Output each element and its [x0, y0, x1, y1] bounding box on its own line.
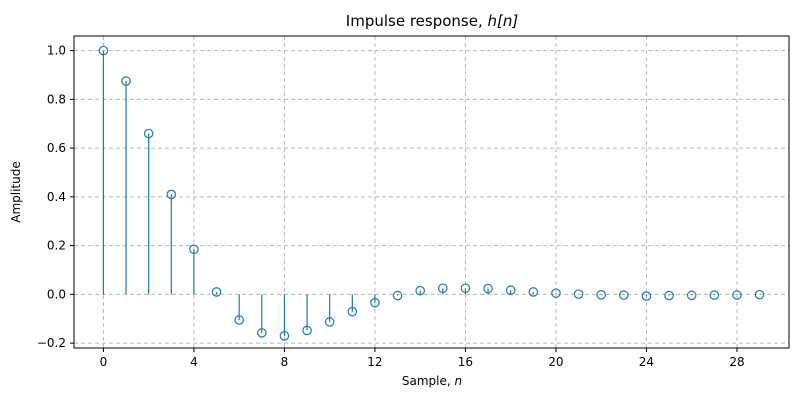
stem-marker	[415, 285, 425, 296]
x-tick-label: 20	[548, 355, 563, 369]
stem-marker	[709, 290, 720, 300]
stem-marker	[460, 283, 471, 294]
stem-marker	[211, 287, 222, 297]
stem-marker	[302, 325, 312, 336]
stem-marker	[98, 45, 109, 56]
axis-ticks: 0 4 8 12 16 20 24 28 −0.2 0.0 0.2 0.4 0.6 0.8 1.0	[37, 44, 745, 369]
stem-marker	[732, 290, 742, 300]
x-axis-label: Sample, n	[402, 374, 462, 388]
y-axis-label: Amplitude	[9, 161, 23, 223]
stem-series	[98, 45, 765, 341]
stem-marker	[528, 287, 539, 297]
y-tick-label: 0.4	[47, 190, 66, 204]
stem-marker	[279, 331, 290, 341]
y-tick-label: 1.0	[47, 44, 66, 58]
stem-marker	[347, 306, 358, 317]
stem-marker	[641, 291, 652, 301]
stem-marker	[143, 128, 154, 139]
stem-marker	[686, 290, 697, 301]
x-tick-label: 12	[367, 355, 382, 369]
y-tick-label: 0.0	[47, 287, 66, 301]
y-tick-label: −0.2	[37, 336, 66, 350]
x-tick-label: 24	[639, 355, 654, 369]
x-tick-label: 8	[281, 355, 289, 369]
stem-marker	[573, 289, 584, 299]
stem-marker	[754, 289, 765, 300]
x-tick-label: 16	[458, 355, 473, 369]
grid-lines	[74, 36, 789, 348]
y-tick-label: 0.2	[47, 239, 66, 253]
x-tick-label: 0	[100, 355, 108, 369]
stem-marker	[505, 285, 516, 296]
chart-title: Impulse response, h[n]	[346, 12, 519, 30]
stem-marker	[234, 315, 244, 325]
stem-marker	[257, 328, 267, 338]
stem-marker	[664, 290, 674, 301]
stem-marker	[166, 189, 177, 200]
stem-marker	[551, 288, 561, 298]
stem-marker	[370, 297, 380, 308]
x-tick-label: 4	[190, 355, 198, 369]
stem-marker	[189, 244, 199, 255]
stem-marker	[483, 283, 493, 294]
stem-marker	[619, 290, 629, 300]
stem-marker	[438, 283, 448, 294]
x-tick-label: 28	[729, 355, 744, 369]
stem-marker	[121, 76, 131, 86]
stem-marker	[324, 317, 335, 327]
stem-marker	[596, 290, 606, 300]
y-tick-label: 0.8	[47, 92, 66, 106]
y-tick-label: 0.6	[47, 141, 66, 155]
plot-frame	[73, 35, 790, 349]
stem-marker	[392, 290, 403, 301]
